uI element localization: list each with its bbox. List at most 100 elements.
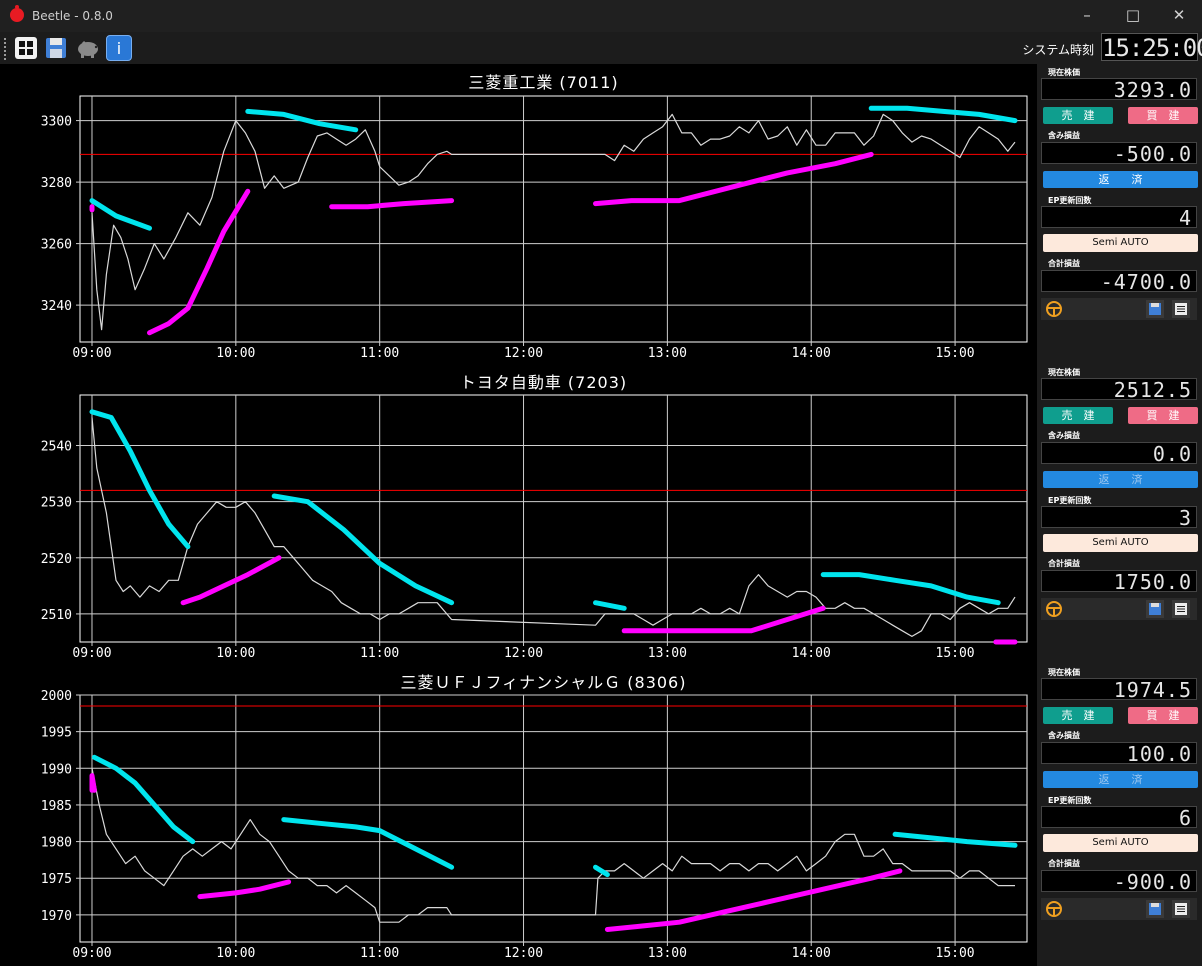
current-price-label: 現在株価 [1048,668,1080,677]
toolbar-grip[interactable] [4,38,6,60]
ticker-panel: 現在株価 3293.0 売 建 買 建 含み損益 -500.0 返 済 EP更新… [1037,64,1202,364]
total-pl-display: -900.0 [1041,870,1197,893]
charts-svg: 三菱重工業 (7011) 09:00 10:00 11:00 12:00 13:00 14:… [41,73,1028,961]
y-tick-label: 1995 [41,726,72,741]
x-tick-label: 13:00 [648,946,687,961]
y-tick-label: 3280 [41,176,72,191]
trend-line-cyan [892,831,1018,848]
trend-line-cyan [593,864,610,878]
trend-line-magenta [147,188,251,336]
grid-icon[interactable] [13,35,39,61]
menu-icon[interactable] [1172,600,1190,618]
sell-button[interactable]: 売 建 [1043,107,1113,124]
trend-line-cyan [89,409,191,550]
ep-count-display: 6 [1041,806,1197,829]
close-icon[interactable]: ✕ [1172,6,1186,24]
menu-icon[interactable] [1172,300,1190,318]
steering-wheel-icon[interactable] [1045,900,1063,918]
semi-auto-button[interactable]: Semi AUTO [1043,534,1198,552]
trend-line-cyan [593,600,627,611]
buy-button[interactable]: 買 建 [1128,407,1198,424]
plot-frame [79,95,1028,343]
save-icon[interactable] [1146,300,1164,318]
ep-count-label: EP更新回数 [1048,496,1092,505]
total-pl-display: -4700.0 [1041,270,1197,293]
x-tick-label: 11:00 [360,946,399,961]
trend-line-cyan [820,572,1001,606]
steering-wheel-icon[interactable] [1045,300,1063,318]
repay-button[interactable]: 返 済 [1043,171,1198,188]
y-tick-label: 2510 [41,608,72,623]
trend-line-magenta [604,868,903,932]
total-pl-label: 合計損益 [1048,859,1080,868]
trend-line-cyan [91,754,196,845]
total-pl-label: 合計損益 [1048,259,1080,268]
info-icon[interactable]: i [106,35,132,61]
y-tick-label: 3260 [41,238,72,253]
piggy-bank-icon[interactable] [74,35,100,61]
unrealized-pl-display: -500.0 [1041,142,1197,165]
ep-count-label: EP更新回数 [1048,196,1092,205]
trend-line-cyan [271,493,455,606]
x-tick-label: 09:00 [72,346,111,361]
window-title: Beetle - 0.8.0 [32,9,113,23]
trend-line-cyan [245,108,359,133]
trend-line-cyan [868,105,1018,124]
panel-footer [1041,598,1197,620]
x-tick-label: 13:00 [648,346,687,361]
x-tick-label: 14:00 [792,646,831,661]
y-tick-label: 1970 [41,909,72,924]
repay-button[interactable]: 返 済 [1043,471,1198,488]
trend-line-cyan [281,817,455,870]
price-line [91,768,1015,923]
x-tick-label: 15:00 [936,646,975,661]
trend-line-magenta [593,151,874,207]
ticker-panel: 現在株価 1974.5 売 建 買 建 含み損益 100.0 返 済 EP更新回… [1037,664,1202,964]
price-line [91,113,1016,331]
y-tick-label: 2540 [41,440,72,455]
steering-wheel-icon[interactable] [1045,600,1063,618]
y-tick-label: 2000 [41,689,72,704]
beetle-icon [10,5,24,22]
sell-button[interactable]: 売 建 [1043,407,1113,424]
x-tick-label: 12:00 [504,946,543,961]
maximize-icon[interactable]: □ [1125,6,1141,24]
ep-count-display: 4 [1041,206,1197,229]
chart-title: 三菱ＵＦＪフィナンシャルＧ (8306) [401,673,687,692]
x-tick-label: 10:00 [216,646,255,661]
x-tick-label: 10:00 [216,946,255,961]
unrealized-pl-label: 含み損益 [1048,731,1080,740]
semi-auto-button[interactable]: Semi AUTO [1043,834,1198,852]
minimize-icon[interactable]: – [1083,6,1091,24]
panel-footer [1041,298,1197,320]
buy-button[interactable]: 買 建 [1128,707,1198,724]
chart-title: トヨタ自動車 (7203) [460,373,627,392]
x-tick-label: 09:00 [72,646,111,661]
total-pl-display: 1750.0 [1041,570,1197,593]
save-icon[interactable] [43,35,69,61]
y-tick-label: 1990 [41,762,72,777]
trend-line-magenta [197,879,292,900]
system-time-label: システム時刻 [1022,43,1094,57]
trend-line-magenta [180,555,282,606]
current-price-label: 現在株価 [1048,68,1080,77]
save-icon[interactable] [1146,900,1164,918]
chart-title: 三菱重工業 (7011) [468,73,618,92]
charts-area: 三菱重工業 (7011) 09:00 10:00 11:00 12:00 13:00 14:… [0,64,1037,966]
repay-button[interactable]: 返 済 [1043,771,1198,788]
y-tick-label: 2530 [41,496,72,511]
x-tick-label: 15:00 [936,346,975,361]
semi-auto-button[interactable]: Semi AUTO [1043,234,1198,252]
sell-button[interactable]: 売 建 [1043,707,1113,724]
x-tick-label: 11:00 [360,646,399,661]
save-icon[interactable] [1146,600,1164,618]
y-tick-label: 1975 [41,872,72,887]
price-line [91,417,1016,638]
buy-button[interactable]: 買 建 [1128,107,1198,124]
y-tick-label: 2520 [41,552,72,567]
title-bar: Beetle - 0.8.0 – □ ✕ [0,0,1202,32]
menu-icon[interactable] [1172,900,1190,918]
ticker-panel: 現在株価 2512.5 売 建 買 建 含み損益 0.0 返 済 EP更新回数 … [1037,364,1202,664]
panel-footer [1041,898,1197,920]
toolbar: i [0,32,1202,64]
